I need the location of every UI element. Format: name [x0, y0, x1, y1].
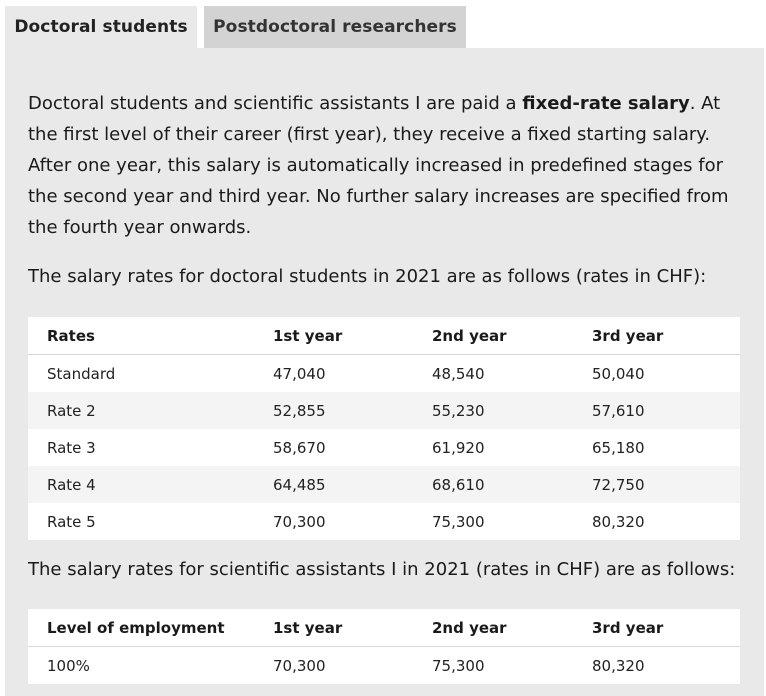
tab-panel: Doctoral students and scientific assista…	[5, 48, 764, 696]
column-header: Rates	[28, 317, 254, 355]
intro-text-start: Doctoral students and scientific assista…	[28, 93, 523, 114]
table-cell: 64,485	[254, 466, 413, 503]
table-cell: Rate 4	[28, 466, 254, 503]
table-row: Rate 5 70,300 75,300 80,320	[28, 503, 740, 540]
column-header: 2nd year	[413, 317, 573, 355]
table-cell: 52,855	[254, 392, 413, 429]
column-header: Level of employment	[28, 609, 254, 647]
table-cell: 75,300	[413, 503, 573, 540]
table-row: Standard 47,040 48,540 50,040	[28, 354, 740, 392]
table-cell: 47,040	[254, 354, 413, 392]
table-row: 100% 70,300 75,300 80,320	[28, 646, 740, 684]
table-cell: Standard	[28, 354, 254, 392]
doctoral-rates-table: Rates 1st year 2nd year 3rd year Standar…	[28, 317, 740, 540]
table-cell: 61,920	[413, 429, 573, 466]
table-row: Rate 2 52,855 55,230 57,610	[28, 392, 740, 429]
table-cell: 70,300	[254, 646, 413, 684]
table-cell: 75,300	[413, 646, 573, 684]
column-header: 3rd year	[573, 609, 740, 647]
tab-doctoral-students[interactable]: Doctoral students	[5, 6, 197, 48]
column-header: 3rd year	[573, 317, 740, 355]
intro-paragraph: Doctoral students and scientific assista…	[28, 88, 744, 243]
doctoral-rates-lead: The salary rates for doctoral students i…	[28, 266, 707, 287]
table-header-row: Level of employment 1st year 2nd year 3r…	[28, 609, 740, 647]
column-header: 1st year	[254, 609, 413, 647]
table-cell: 70,300	[254, 503, 413, 540]
table-cell: 65,180	[573, 429, 740, 466]
table-cell: 80,320	[573, 646, 740, 684]
table-cell: Rate 3	[28, 429, 254, 466]
tab-postdoctoral-researchers[interactable]: Postdoctoral researchers	[204, 6, 466, 48]
table-cell: Rate 5	[28, 503, 254, 540]
tab-bar: Doctoral students Postdoctoral researche…	[5, 6, 766, 48]
table-cell: 58,670	[254, 429, 413, 466]
table-cell: 68,610	[413, 466, 573, 503]
assistant-rates-lead: The salary rates for scientific assistan…	[28, 559, 736, 580]
intro-text-end: . At the first level of their career (fi…	[28, 93, 729, 238]
table-cell: 48,540	[413, 354, 573, 392]
intro-text-bold: fixed-rate salary	[522, 93, 690, 114]
table-header-row: Rates 1st year 2nd year 3rd year	[28, 317, 740, 355]
table-cell: 50,040	[573, 354, 740, 392]
column-header: 2nd year	[413, 609, 573, 647]
table-cell: 80,320	[573, 503, 740, 540]
table-cell: 55,230	[413, 392, 573, 429]
table-cell: 57,610	[573, 392, 740, 429]
column-header: 1st year	[254, 317, 413, 355]
table-row: Rate 4 64,485 68,610 72,750	[28, 466, 740, 503]
assistant-rates-table: Level of employment 1st year 2nd year 3r…	[28, 609, 740, 684]
table-cell: 72,750	[573, 466, 740, 503]
table-cell: 100%	[28, 646, 254, 684]
table-cell: Rate 2	[28, 392, 254, 429]
table-row: Rate 3 58,670 61,920 65,180	[28, 429, 740, 466]
